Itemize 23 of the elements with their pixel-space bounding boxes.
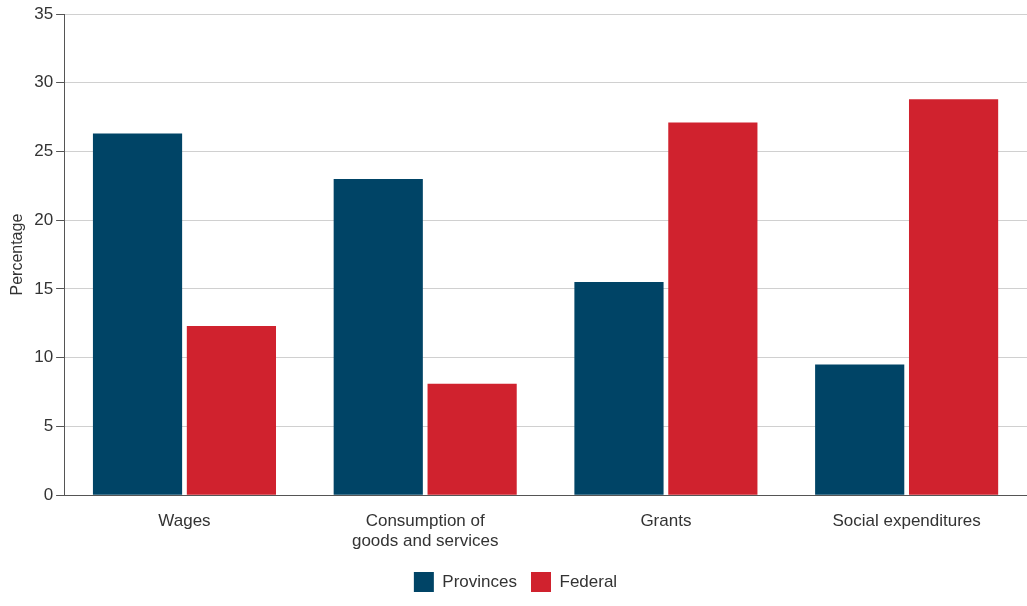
y-tick-label: 0 [43, 484, 54, 504]
y-tick-label: 5 [43, 416, 54, 436]
y-tick-label: 20 [34, 209, 54, 229]
bar [668, 122, 758, 495]
bar [815, 364, 905, 495]
x-tick-label: Consumption of goods and services [351, 511, 499, 551]
legend-label: Federal [559, 571, 618, 591]
y-axis-title: Percentage [8, 213, 26, 296]
x-tick-label: Wages [158, 511, 211, 531]
bar [333, 178, 423, 495]
bar [574, 282, 664, 495]
x-tick-label: Grants [640, 511, 692, 531]
bar [427, 383, 517, 495]
legend-label: Provinces [442, 571, 517, 591]
y-tick-label: 15 [34, 278, 54, 298]
bar [908, 99, 999, 495]
y-tick-label: 30 [34, 72, 54, 92]
bar [186, 326, 277, 495]
y-tick-label: 10 [34, 347, 54, 367]
bar [92, 133, 183, 495]
y-tick-label: 35 [34, 3, 54, 23]
y-tick-label: 25 [34, 141, 54, 161]
x-tick-label: Social expenditures [832, 511, 981, 531]
